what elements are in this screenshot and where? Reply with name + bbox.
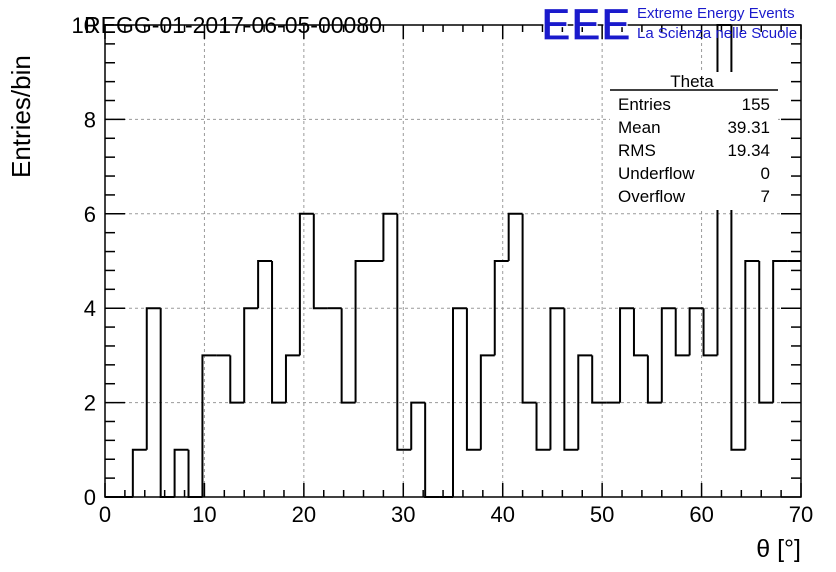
stats-box: Theta Entries 155 Mean 39.31 RMS 19.34 Underfl…	[610, 72, 778, 210]
histogram-bin	[646, 355, 662, 404]
y-tick-label: 8	[84, 107, 96, 132]
histogram-bin	[521, 213, 537, 404]
histogram-bin	[410, 401, 426, 450]
axis-ticks	[104, 24, 802, 498]
histogram-bin	[257, 260, 273, 309]
x-tick-label: 40	[490, 502, 514, 527]
stats-label-overflow: Overflow	[618, 187, 686, 206]
histogram-bin	[563, 308, 579, 451]
y-tick-label: 0	[84, 485, 96, 510]
histogram-bin	[271, 261, 286, 404]
stats-rows: Entries 155 Mean 39.31 RMS 19.34 Underflow 0 Ove…	[618, 95, 770, 206]
x-tick-label: 50	[590, 502, 614, 527]
histogram-bin	[507, 212, 523, 261]
eee-logo-mark: EEE	[541, 0, 631, 50]
histogram-bin	[131, 448, 147, 497]
histogram-bin	[340, 308, 356, 404]
x-tick-label: 20	[292, 502, 316, 527]
x-tick-label: 60	[689, 502, 713, 527]
plot-frame	[104, 24, 802, 498]
stats-value-underflow: 0	[761, 164, 770, 183]
y-tick-label: 6	[84, 202, 96, 227]
histogram-bin	[632, 308, 648, 357]
x-tick-label: 70	[789, 502, 813, 527]
stats-value-rms: 19.34	[727, 141, 770, 160]
histogram-bin	[354, 260, 370, 403]
chart-title: REGG-01-2017-06-05-00080	[84, 12, 382, 38]
histogram-bin	[535, 402, 551, 451]
histogram-bin	[452, 307, 467, 497]
y-tick-label: 2	[84, 391, 96, 416]
histogram-bin	[702, 308, 718, 357]
stats-value-mean: 39.31	[727, 118, 770, 137]
histogram-bin	[312, 213, 328, 310]
y-tick-label: 4	[84, 296, 96, 321]
histogram-bin	[145, 307, 161, 450]
y-tick-label: 10	[72, 13, 96, 38]
eee-logo-line1: Extreme Energy Events	[637, 5, 795, 22]
histogram-bin	[284, 354, 300, 403]
y-axis-label: Entries/bin	[6, 55, 36, 178]
histogram-bin	[660, 307, 676, 403]
histogram-bin	[424, 402, 440, 498]
x-tick-label: 30	[391, 502, 415, 527]
x-tick-label: 10	[192, 502, 216, 527]
histogram-bin	[619, 307, 634, 403]
histogram-bin	[187, 449, 203, 498]
stats-value-overflow: 7	[761, 187, 770, 206]
stats-label-entries: Entries	[618, 95, 671, 114]
histogram-bin	[758, 261, 774, 404]
histogram-bin	[688, 307, 704, 356]
x-tick-label: 0	[99, 502, 111, 527]
histogram-bin	[674, 308, 690, 357]
eee-logo-line2: La Scienza nelle Scuole	[637, 25, 797, 42]
stats-label-mean: Mean	[618, 118, 661, 137]
histogram-bin	[465, 308, 481, 451]
histogram-bin	[382, 212, 398, 261]
stats-value-entries: 155	[742, 95, 770, 114]
histogram-bin	[243, 307, 259, 403]
stats-box-background	[610, 72, 778, 210]
histogram-bin	[744, 260, 760, 450]
stats-box-title: Theta	[670, 72, 714, 91]
histogram-bin	[201, 354, 217, 497]
histogram-bin	[577, 354, 593, 450]
stats-label-rms: RMS	[618, 141, 656, 160]
stats-label-underflow: Underflow	[618, 164, 695, 183]
histogram-bin	[772, 260, 788, 403]
eee-logo: EEE Extreme Energy Events La Scienza nel…	[540, 0, 797, 51]
histogram-bin	[493, 260, 509, 356]
histogram-bin	[549, 307, 565, 450]
x-axis-label: θ [°]	[756, 535, 801, 563]
histogram-bin	[479, 354, 495, 450]
histogram-bin	[173, 448, 189, 497]
histogram-bin	[396, 213, 412, 451]
histogram-bin	[229, 355, 245, 404]
histogram-bin	[591, 355, 607, 404]
histogram-bin	[298, 212, 314, 356]
